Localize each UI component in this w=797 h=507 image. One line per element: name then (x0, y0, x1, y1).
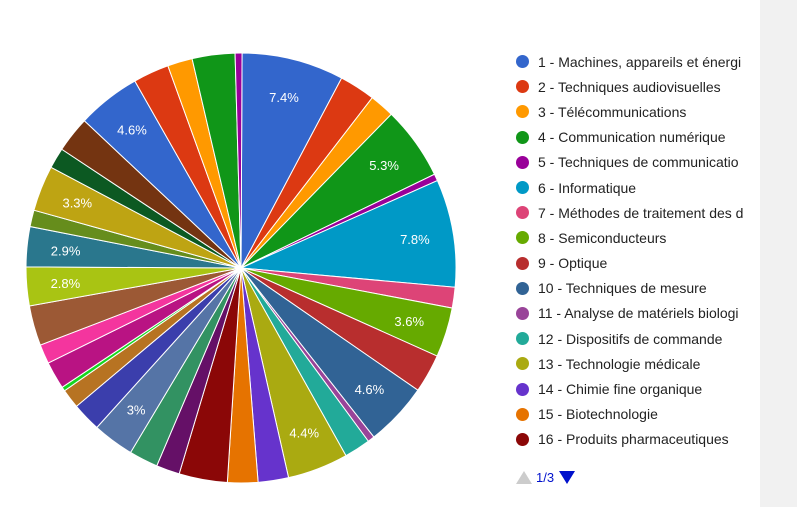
legend-pager: 1/3 (516, 467, 576, 487)
slice-data-label-8: 3.6% (394, 314, 424, 329)
slice-data-label-10: 4.6% (355, 382, 385, 397)
legend-swatch (516, 382, 529, 396)
legend-label: 2 - Techniques audiovisuelles (538, 78, 721, 95)
slice-data-label-19: 3% (127, 403, 146, 418)
legend-item[interactable]: 8 - Semiconducteurs (516, 225, 760, 250)
pie-slice-1[interactable] (240, 52, 343, 269)
legend-swatch (516, 206, 529, 220)
legend-item[interactable]: 5 - Techniques de communicatio (516, 150, 760, 175)
legend-swatch (516, 130, 529, 144)
legend-label: 6 - Informatique (538, 179, 637, 196)
legend-item[interactable]: 13 - Technologie médicale (516, 351, 760, 376)
pie-slice-36[interactable] (234, 52, 243, 269)
legend-swatch (516, 155, 529, 169)
legend-item[interactable]: 12 - Dispositifs de commande (516, 326, 760, 351)
pie-chart: 7.4% 5.3% 7.8% 3.6% 4.6% 4.4% 3% 2.8% 2.9% 3.3% 4.… (25, 52, 457, 484)
slice-data-label-4: 5.3% (369, 158, 399, 173)
slice-data-label-29: 3.3% (62, 196, 92, 211)
legend-item[interactable]: 6 - Informatique (516, 175, 760, 200)
legend-label: 11 - Analyse de matériels biologi (538, 305, 739, 322)
legend-swatch (516, 231, 529, 245)
legend-label: 15 - Biotechnologie (538, 406, 658, 423)
slice-data-label-13: 4.4% (289, 426, 319, 441)
legend-label: 1 - Machines, appareils et énergi (538, 53, 742, 70)
legend-swatch (516, 105, 529, 119)
legend-swatch (516, 432, 529, 446)
slice-data-label-6: 7.8% (400, 232, 430, 247)
legend-swatch (516, 256, 529, 270)
pie-chart-svg: 7.4% 5.3% 7.8% 3.6% 4.6% 4.4% 3% 2.8% 2.9% 3.3% 4.… (25, 52, 457, 484)
slice-data-label-27: 2.9% (51, 244, 81, 259)
legend-item[interactable]: 9 - Optique (516, 251, 760, 276)
legend-item[interactable]: 3 - Télécommunications (516, 99, 760, 124)
legend-label: 14 - Chimie fine organique (538, 381, 703, 398)
legend-label: 7 - Méthodes de traitement des d (538, 204, 744, 221)
legend-item[interactable]: 4 - Communication numérique (516, 125, 760, 150)
slice-data-label-32: 4.6% (117, 122, 147, 137)
triangle-down-icon[interactable] (559, 470, 576, 484)
legend-swatch (516, 55, 529, 69)
legend-label: 12 - Dispositifs de commande (538, 330, 723, 347)
legend-swatch (516, 181, 529, 195)
legend-item[interactable]: 16 - Produits pharmaceutiques (516, 427, 760, 452)
legend-label: 13 - Technologie médicale (538, 355, 701, 372)
triangle-up-icon (516, 470, 532, 484)
legend-swatch (516, 306, 529, 320)
legend-label: 4 - Communication numérique (538, 129, 726, 146)
legend-swatch (516, 357, 529, 371)
legend-item[interactable]: 7 - Méthodes de traitement des d (516, 200, 760, 225)
legend-label: 10 - Techniques de mesure (538, 280, 707, 297)
legend-swatch (516, 332, 529, 346)
slice-data-label-1: 7.4% (269, 90, 299, 105)
legend-item[interactable]: 10 - Techniques de mesure (516, 276, 760, 301)
legend-label: 8 - Semiconducteurs (538, 229, 667, 246)
legend-label: 16 - Produits pharmaceutiques (538, 431, 729, 448)
pie-slice-6[interactable] (239, 179, 457, 288)
legend-item[interactable]: 15 - Biotechnologie (516, 402, 760, 427)
scrollbar-track[interactable] (760, 0, 797, 507)
pager-page-indicator: 1/3 (536, 469, 555, 485)
legend-item[interactable]: 11 - Analyse de matériels biologi (516, 301, 760, 326)
legend-swatch (516, 407, 529, 421)
slice-data-label-26: 2.8% (51, 276, 81, 291)
legend-label: 5 - Techniques de communicatio (538, 154, 739, 171)
chart-legend: 1 - Machines, appareils et énergi 2 - Tec… (516, 49, 760, 452)
legend-label: 9 - Optique (538, 255, 608, 272)
legend-item[interactable]: 2 - Techniques audiovisuelles (516, 74, 760, 99)
legend-item[interactable]: 14 - Chimie fine organique (516, 376, 760, 401)
legend-item[interactable]: 1 - Machines, appareils et énergi (516, 49, 760, 74)
legend-label: 3 - Télécommunications (538, 103, 687, 120)
legend-swatch (516, 80, 529, 94)
legend-swatch (516, 281, 529, 295)
